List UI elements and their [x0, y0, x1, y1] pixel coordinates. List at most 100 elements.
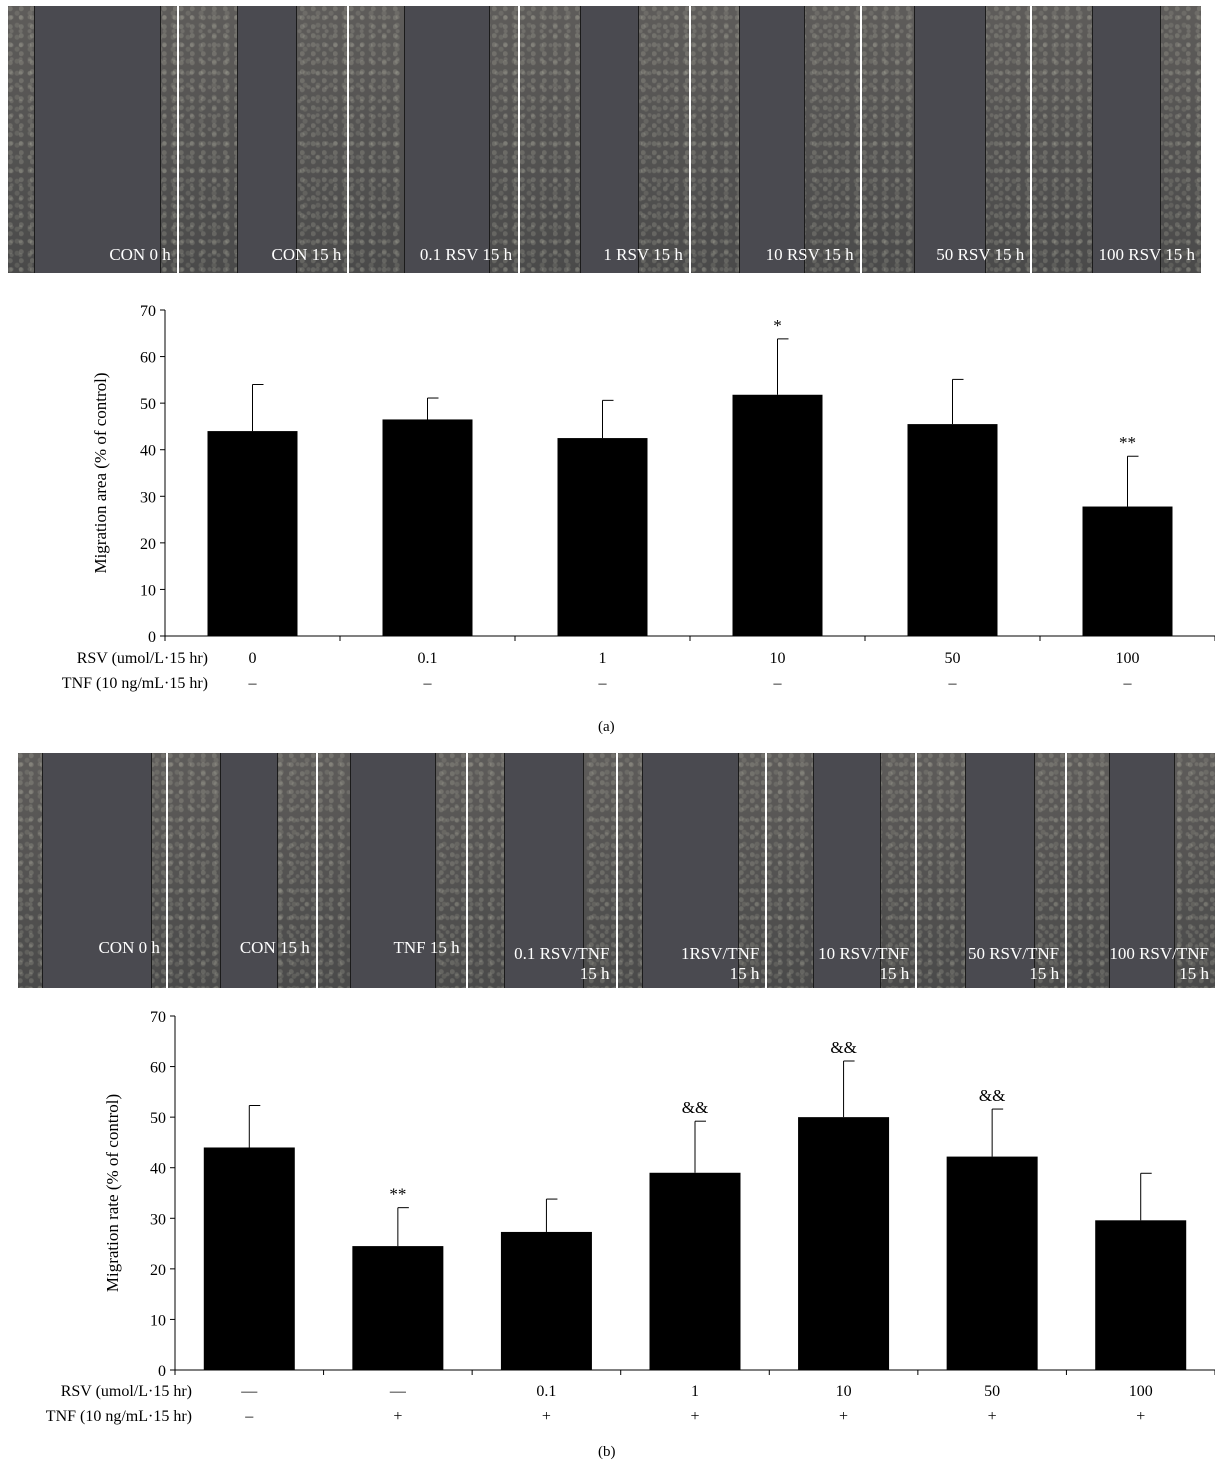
y-tick-label: 40 — [150, 1161, 166, 1178]
image-label: TNF 15 h — [393, 938, 460, 957]
y-tick-label: 70 — [140, 303, 156, 320]
tnf-label: – — [423, 675, 433, 692]
image-label: 100 RSV/TNF 15 h — [1109, 944, 1209, 983]
x-tick-label: 100 — [1116, 650, 1140, 667]
x-tick-label: 50 — [984, 1383, 1000, 1400]
caption-b: (b) — [598, 1444, 616, 1460]
tnf-row-label: TNF (10 ng/mL·15 hr) — [62, 675, 208, 692]
micrograph-panel: CON 15 h — [178, 6, 348, 273]
tnf-label: – — [773, 675, 783, 692]
micrograph-strip-a: CON 0 h CON 15 h 0.1 RSV 15 h 1 RSV 15 h… — [8, 6, 1202, 273]
y-tick-label: 60 — [150, 1060, 166, 1077]
x-tick-label: 1 — [599, 650, 607, 667]
y-tick-label: 10 — [140, 582, 156, 599]
significance-label: ** — [1119, 433, 1136, 452]
tnf-label: + — [1136, 1408, 1145, 1425]
tnf-label: – — [248, 675, 258, 692]
caption-a: (a) — [598, 719, 615, 735]
significance-label: && — [979, 1086, 1005, 1105]
y-axis-label: Migration rate (% of control) — [103, 1094, 122, 1292]
micrograph-panel: 50 RSV 15 h — [861, 6, 1031, 273]
y-tick-label: 0 — [148, 629, 156, 646]
bar — [907, 424, 998, 636]
rsv-row-label: RSV (umol/L·15 hr) — [77, 650, 208, 667]
x-tick-label: — — [389, 1383, 407, 1400]
tnf-label: – — [244, 1408, 254, 1425]
image-label: 50 RSV/TNF 15 h — [967, 944, 1060, 983]
x-tick-label: 0 — [249, 650, 257, 667]
x-tick-label: — — [240, 1383, 258, 1400]
bar — [649, 1172, 741, 1370]
y-tick-label: 20 — [140, 536, 156, 553]
image-label: 0.1 RSV/TNF 15 h — [514, 944, 610, 983]
micrograph-panel: 50 RSV/TNF 15 h — [917, 753, 1066, 988]
bar — [946, 1156, 1038, 1370]
y-axis-label: Migration area (% of control) — [91, 372, 110, 573]
micrograph-panel: 100 RSV/TNF 15 h — [1067, 753, 1215, 988]
bar — [500, 1231, 592, 1370]
tnf-label: + — [839, 1408, 848, 1425]
x-tick-label: 0.1 — [418, 650, 438, 667]
bar — [1082, 506, 1173, 636]
image-label: CON 0 h — [109, 245, 171, 264]
micrograph-panel: 10 RSV/TNF 15 h — [767, 753, 916, 988]
micrograph-panel: CON 15 h — [167, 753, 316, 988]
image-label: 1RSV/TNF 15 h — [680, 944, 760, 983]
x-tick-label: 50 — [945, 650, 961, 667]
y-tick-label: 40 — [140, 443, 156, 460]
bar — [557, 438, 648, 636]
significance-label: && — [830, 1038, 856, 1057]
micrograph-panel: TNF 15 h — [317, 753, 466, 988]
micrograph-panel: 10 RSV 15 h — [690, 6, 860, 273]
bar — [207, 431, 298, 636]
bar — [352, 1246, 444, 1370]
y-tick-label: 30 — [140, 489, 156, 506]
micrograph-panel: 1 RSV 15 h — [520, 6, 689, 273]
y-tick-label: 0 — [158, 1363, 166, 1380]
micrograph-panel: 100 RSV 15 h — [1032, 6, 1202, 273]
bar — [1095, 1220, 1187, 1370]
rsv-row-label: RSV (umol/L·15 hr) — [61, 1383, 192, 1400]
x-tick-label: 1 — [691, 1383, 699, 1400]
significance-label: && — [682, 1098, 708, 1117]
bar — [732, 394, 823, 636]
y-tick-label: 20 — [150, 1262, 166, 1279]
x-tick-label: 10 — [836, 1383, 852, 1400]
bar-chart-b: 0 10 20 30 40 50 60 70 Migration rate (% of cont… — [46, 1009, 1215, 1425]
image-label: 1 RSV 15 h — [603, 245, 683, 264]
tnf-label: + — [542, 1408, 551, 1425]
x-tick-label: 0.1 — [536, 1383, 556, 1400]
tnf-label: + — [988, 1408, 997, 1425]
image-label: 10 RSV 15 h — [765, 245, 854, 264]
tnf-label: – — [1123, 675, 1133, 692]
micrograph-panel: 1RSV/TNF 15 h — [617, 753, 766, 988]
y-tick-label: 30 — [150, 1211, 166, 1228]
image-label: 100 RSV 15 h — [1098, 245, 1196, 264]
tnf-label: + — [393, 1408, 402, 1425]
significance-label: ** — [389, 1185, 406, 1204]
y-tick-label: 10 — [150, 1312, 166, 1329]
y-tick-label: 50 — [140, 396, 156, 413]
x-tick-label: 100 — [1129, 1383, 1153, 1400]
micrograph-panel: CON 0 h — [8, 6, 177, 273]
bar — [382, 419, 473, 636]
image-label: 10 RSV/TNF 15 h — [818, 944, 910, 983]
y-tick-label: 60 — [140, 350, 156, 367]
image-label: 0.1 RSV 15 h — [419, 245, 513, 264]
x-tick-label: 10 — [770, 650, 786, 667]
significance-label: * — [773, 316, 782, 335]
bar — [203, 1147, 295, 1370]
tnf-label: – — [598, 675, 608, 692]
image-label: CON 15 h — [239, 938, 310, 957]
image-label: CON 0 h — [98, 938, 160, 957]
y-tick-label: 50 — [150, 1110, 166, 1127]
y-tick-label: 70 — [150, 1009, 166, 1026]
micrograph-strip-b: CON 0 h CON 15 h TNF 15 h 0.1 RSV/TNF 15… — [18, 753, 1215, 988]
image-label: 50 RSV 15 h — [936, 245, 1025, 264]
micrograph-panel: 0.1 RSV 15 h — [349, 6, 519, 273]
bar — [798, 1117, 890, 1370]
image-label: CON 15 h — [271, 245, 342, 264]
tnf-label: + — [690, 1408, 699, 1425]
micrograph-panel: 0.1 RSV/TNF 15 h — [467, 753, 616, 988]
